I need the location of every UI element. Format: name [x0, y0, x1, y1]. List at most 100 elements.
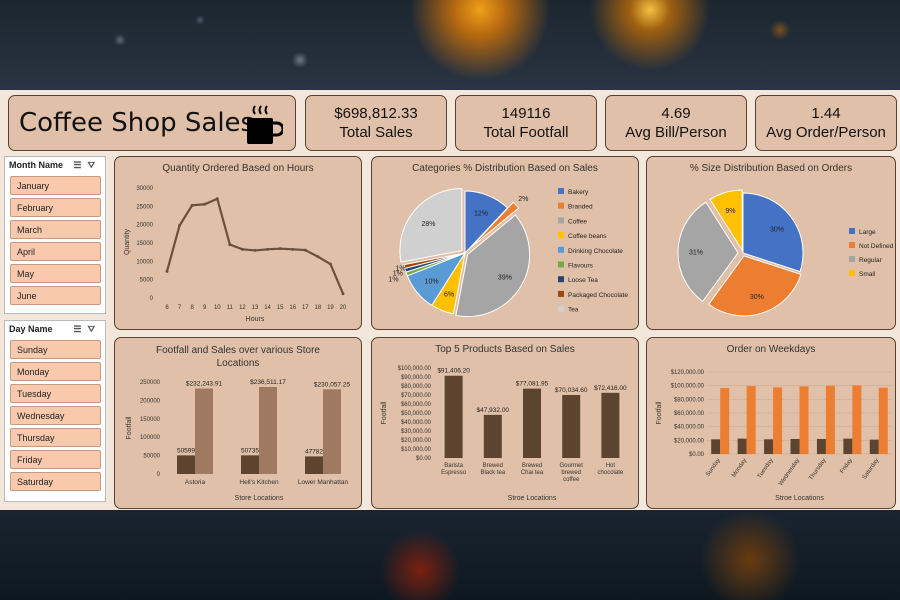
data-point [278, 247, 282, 251]
slicer-item-saturday[interactable]: Saturday [10, 472, 101, 491]
legend-label: Large [859, 229, 876, 236]
bar [746, 386, 756, 454]
slice-data-label: 9% [725, 208, 735, 215]
legend-swatch [558, 232, 564, 239]
x-tick-label: Lower Manhattan [298, 479, 349, 486]
x-tick-label: Barista Espresso [441, 463, 467, 476]
clear-filter-icon[interactable]: ⛛ [87, 323, 101, 334]
chart-title: Quantity Ordered Based on Hours [162, 163, 314, 174]
multi-select-icon[interactable]: ☰ [73, 323, 88, 334]
legend-label: Coffee beans [568, 233, 607, 240]
slicer-item-january[interactable]: January [10, 176, 101, 195]
x-tick-label: Monday [731, 458, 748, 479]
y-tick-label: $120,000.00 [671, 370, 705, 376]
slice-data-label: 1% [396, 265, 406, 272]
series-line [165, 197, 345, 295]
bar [852, 385, 862, 454]
multi-select-icon[interactable]: ☰ [73, 159, 88, 170]
legend-label: Branded [568, 204, 593, 211]
x-tick-label: 20 [340, 305, 347, 311]
y-axis-label: Footfall [126, 416, 133, 439]
kpi-label: Avg Order/Person [766, 124, 886, 141]
background-top [0, 0, 900, 90]
kpi-label: Total Sales [339, 124, 413, 141]
bar-chart-stores: 0 50000 100000 150000 200000 250000 50599 50735… [126, 379, 350, 502]
kpi-avg-bill: 4.69 Avg Bill/Person [605, 95, 747, 151]
chart-card-products: Top 5 Products Based on Sales $0.00 $10,0… [371, 337, 639, 509]
x-tick-label: 6 [165, 305, 169, 311]
x-tick-label: 16 [289, 305, 296, 311]
slice-data-label: 10% [425, 279, 439, 286]
y-tick-label: $80,000.00 [674, 397, 705, 403]
pie-slice [709, 189, 743, 252]
slicer-item-friday[interactable]: Friday [10, 450, 101, 469]
pie-slice [707, 255, 802, 317]
slicer-item-sunday[interactable]: Sunday [10, 340, 101, 359]
x-tick-label: 11 [227, 305, 234, 311]
slice-data-label: 30% [750, 294, 764, 301]
y-tick-label: $70,000.00 [401, 393, 432, 399]
legend-swatch [849, 228, 855, 234]
bar [843, 438, 853, 454]
slicer-item-march[interactable]: March [10, 220, 101, 239]
slicer-item-monday[interactable]: Monday [10, 362, 101, 381]
x-axis-label: Stroe Locations [508, 495, 557, 502]
y-tick-label: $50,000.00 [401, 411, 432, 417]
bar [444, 375, 463, 458]
y-axis-label: Footfall [656, 401, 663, 424]
slicer-item-tuesday[interactable]: Tuesday [10, 384, 101, 403]
clear-filter-icon[interactable]: ⛛ [87, 159, 101, 170]
y-tick-label: 0 [157, 472, 161, 478]
x-axis-label: Stroe Locations [775, 495, 824, 502]
data-point [190, 203, 194, 207]
bar-data-label: $70,034.60 [555, 387, 588, 394]
y-axis-label: Quantity [124, 228, 131, 255]
x-tick-label: Gourmet brewed coffee [560, 463, 584, 483]
bar [241, 455, 259, 474]
kpi-total-sales: $698,812.33 Total Sales [305, 95, 447, 151]
slicer-item-may[interactable]: May [10, 264, 101, 283]
bar-data-label: $232,243.91 [186, 381, 223, 388]
line-chart-hours: 0 5000 10000 15000 20000 25000 30000 6 7 8 9 10 11 12… [124, 186, 347, 323]
bar [259, 386, 277, 474]
background-bottom [0, 510, 900, 600]
x-tick-label: Brewed Chai tea [521, 463, 544, 476]
slicer-item-april[interactable]: April [10, 242, 101, 261]
data-point [291, 247, 295, 251]
slicer-item-june[interactable]: June [10, 286, 101, 305]
y-tick-label: $0.00 [416, 456, 432, 462]
slicer-item-february[interactable]: February [10, 198, 101, 217]
day-slicer: Day Name ☰⛛ Sunday Monday Tuesday Wednes… [4, 320, 106, 502]
x-tick-label: Hell's Kitchen [239, 479, 279, 486]
bar [323, 389, 341, 474]
x-tick-label: 17 [302, 305, 309, 311]
slicer-item-thursday[interactable]: Thursday [10, 428, 101, 447]
x-tick-label: Tuesday [757, 458, 775, 480]
slice-data-label: 6% [444, 291, 454, 298]
pie-slice [470, 201, 520, 248]
y-tick-label: 5000 [140, 278, 154, 284]
y-tick-label: 200000 [140, 398, 161, 404]
y-tick-label: $100,000.00 [671, 384, 705, 390]
legend-label: Bakery [568, 189, 589, 196]
x-tick-label: 18 [315, 305, 322, 311]
bar [773, 387, 783, 454]
data-point [328, 262, 332, 266]
kpi-value: 1.44 [811, 105, 841, 122]
chart-title: Top 5 Products Based on Sales [435, 344, 575, 355]
x-axis-label: Store Locations [235, 495, 284, 502]
bar-chart-weekdays: $0.00 $20,000.00 $40,000.00 $60,000.00 $80,0… [656, 370, 892, 502]
slice-data-label: 12% [474, 211, 488, 218]
bar [878, 387, 888, 454]
x-tick-label: 15 [277, 305, 284, 311]
y-tick-label: 100000 [140, 435, 161, 441]
legend-label: Packaged Chocolate [568, 292, 628, 299]
x-tick-label: 8 [190, 305, 194, 311]
data-point [303, 248, 307, 252]
x-tick-label: 10 [214, 305, 221, 311]
slicer-header: Month Name ☰⛛ [5, 157, 105, 173]
bar [195, 388, 213, 474]
slicer-item-wednesday[interactable]: Wednesday [10, 406, 101, 425]
bar-data-label: 50599 [177, 447, 195, 454]
legend-label: Not Defined [859, 243, 894, 250]
